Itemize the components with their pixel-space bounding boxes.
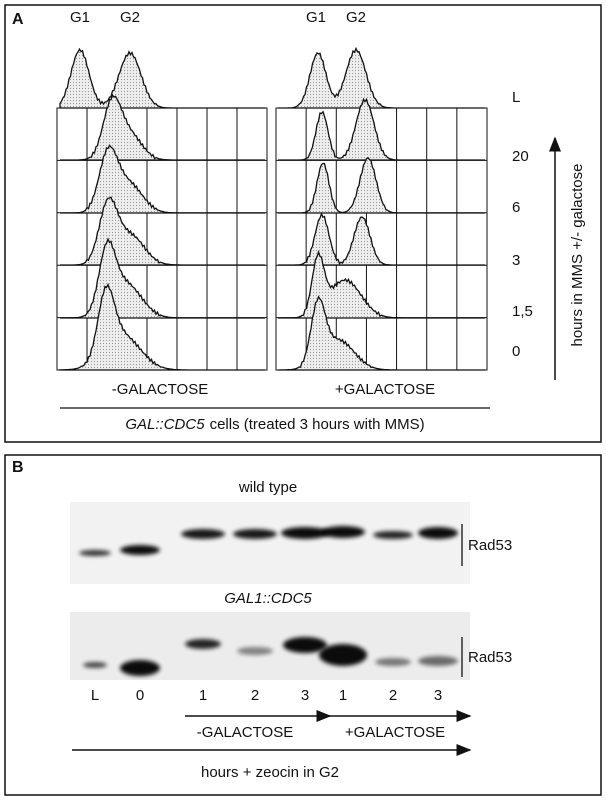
panel-b-frame [4, 454, 602, 796]
lane-label: L [91, 687, 99, 704]
row-labels: L 20 6 3 1,5 0 [512, 89, 533, 360]
caption-rest: cells (treated 3 hours with MMS) [210, 416, 425, 433]
grid-frame [56, 107, 268, 371]
band [373, 531, 413, 539]
histogram [278, 97, 485, 161]
lane-label: 0 [136, 687, 144, 704]
axis-label: hours in MMS +/- galactose [569, 164, 586, 347]
histogram [278, 46, 485, 109]
axis-label: hours + zeocin in G2 [201, 764, 339, 781]
condition-label: +GALACTOSE [335, 381, 435, 398]
lane-label: 3 [434, 687, 442, 704]
bands [79, 526, 458, 676]
band [418, 527, 458, 539]
condition-label: -GALACTOSE [112, 381, 208, 398]
lane-label: 1 [339, 687, 347, 704]
band [120, 660, 160, 676]
row-label: 6 [512, 199, 520, 216]
blot [70, 502, 470, 584]
row-label: 20 [512, 148, 529, 165]
band [83, 662, 107, 668]
condition-label: -GALACTOSE [197, 724, 293, 741]
histogram [60, 144, 265, 214]
panel-label: A [12, 11, 24, 28]
lane-label: 1 [199, 687, 207, 704]
band [185, 639, 221, 649]
band [321, 526, 365, 538]
histogram [59, 47, 265, 109]
histogram [278, 156, 485, 214]
band [237, 647, 273, 655]
histogram [60, 93, 265, 161]
row-label: 1,5 [512, 303, 533, 320]
strain: GAL::CDC5 [125, 416, 205, 433]
histogram [278, 295, 485, 371]
histogram [59, 282, 265, 371]
panel-a-frame [4, 4, 602, 443]
peak-label: G2 [120, 9, 140, 26]
lane-labels: L 0 1 2 3 1 2 3 [91, 687, 442, 704]
histogram [278, 249, 485, 319]
blot-title: wild type [238, 479, 297, 496]
lane-label: 2 [389, 687, 397, 704]
blot-title: GAL1::CDC5 [224, 590, 312, 607]
lane-label: 3 [301, 687, 309, 704]
band [120, 545, 160, 555]
peak-label: G1 [306, 9, 326, 26]
band [418, 656, 458, 666]
row-label: L [512, 89, 520, 106]
caption: GAL::CDC5 cells (treated 3 hours with MMS… [125, 416, 424, 433]
band [375, 658, 411, 666]
band [233, 529, 277, 539]
band-label: Rad53 [468, 537, 512, 554]
band [79, 550, 111, 556]
histogram [278, 212, 485, 266]
row-label: 3 [512, 252, 520, 269]
lane-label: 2 [251, 687, 259, 704]
band [281, 527, 329, 539]
band-label: Rad53 [468, 649, 512, 666]
peak-label: G2 [346, 9, 366, 26]
peak-label: G1 [70, 9, 90, 26]
histograms [59, 46, 485, 371]
band [283, 637, 327, 653]
panel-label: B [12, 459, 24, 476]
condition-label: +GALACTOSE [345, 724, 445, 741]
row-label: 0 [512, 343, 520, 360]
band [181, 529, 225, 539]
band [319, 644, 367, 666]
